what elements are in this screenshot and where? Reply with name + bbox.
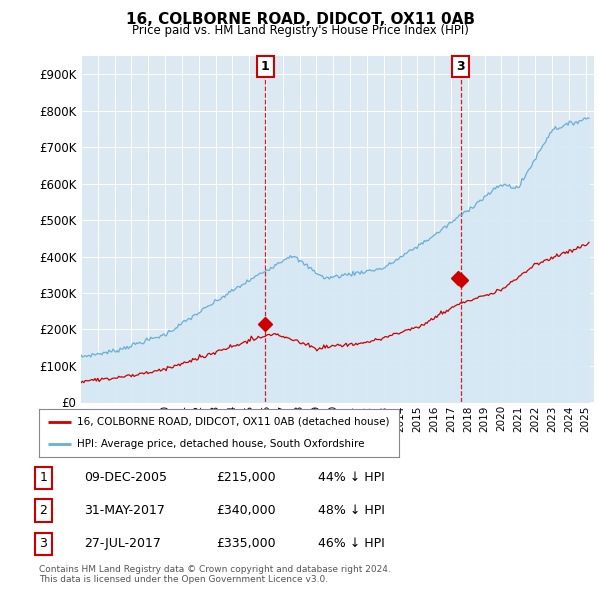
Text: 3: 3 [39,537,47,550]
Text: 31-MAY-2017: 31-MAY-2017 [84,504,165,517]
Text: Contains HM Land Registry data © Crown copyright and database right 2024.
This d: Contains HM Land Registry data © Crown c… [39,565,391,584]
Text: 46% ↓ HPI: 46% ↓ HPI [318,537,385,550]
Text: 44% ↓ HPI: 44% ↓ HPI [318,471,385,484]
Text: HPI: Average price, detached house, South Oxfordshire: HPI: Average price, detached house, Sout… [77,439,364,449]
Text: 2: 2 [39,504,47,517]
Text: £335,000: £335,000 [216,537,275,550]
Text: £215,000: £215,000 [216,471,275,484]
Text: 3: 3 [457,61,465,74]
Text: 1: 1 [261,61,269,74]
Text: Price paid vs. HM Land Registry's House Price Index (HPI): Price paid vs. HM Land Registry's House … [131,24,469,37]
Text: 16, COLBORNE ROAD, DIDCOT, OX11 0AB (detached house): 16, COLBORNE ROAD, DIDCOT, OX11 0AB (det… [77,417,389,427]
Text: 16, COLBORNE ROAD, DIDCOT, OX11 0AB: 16, COLBORNE ROAD, DIDCOT, OX11 0AB [125,12,475,27]
Text: 27-JUL-2017: 27-JUL-2017 [84,537,161,550]
Text: 48% ↓ HPI: 48% ↓ HPI [318,504,385,517]
Text: £340,000: £340,000 [216,504,275,517]
Text: 1: 1 [39,471,47,484]
Text: 09-DEC-2005: 09-DEC-2005 [84,471,167,484]
